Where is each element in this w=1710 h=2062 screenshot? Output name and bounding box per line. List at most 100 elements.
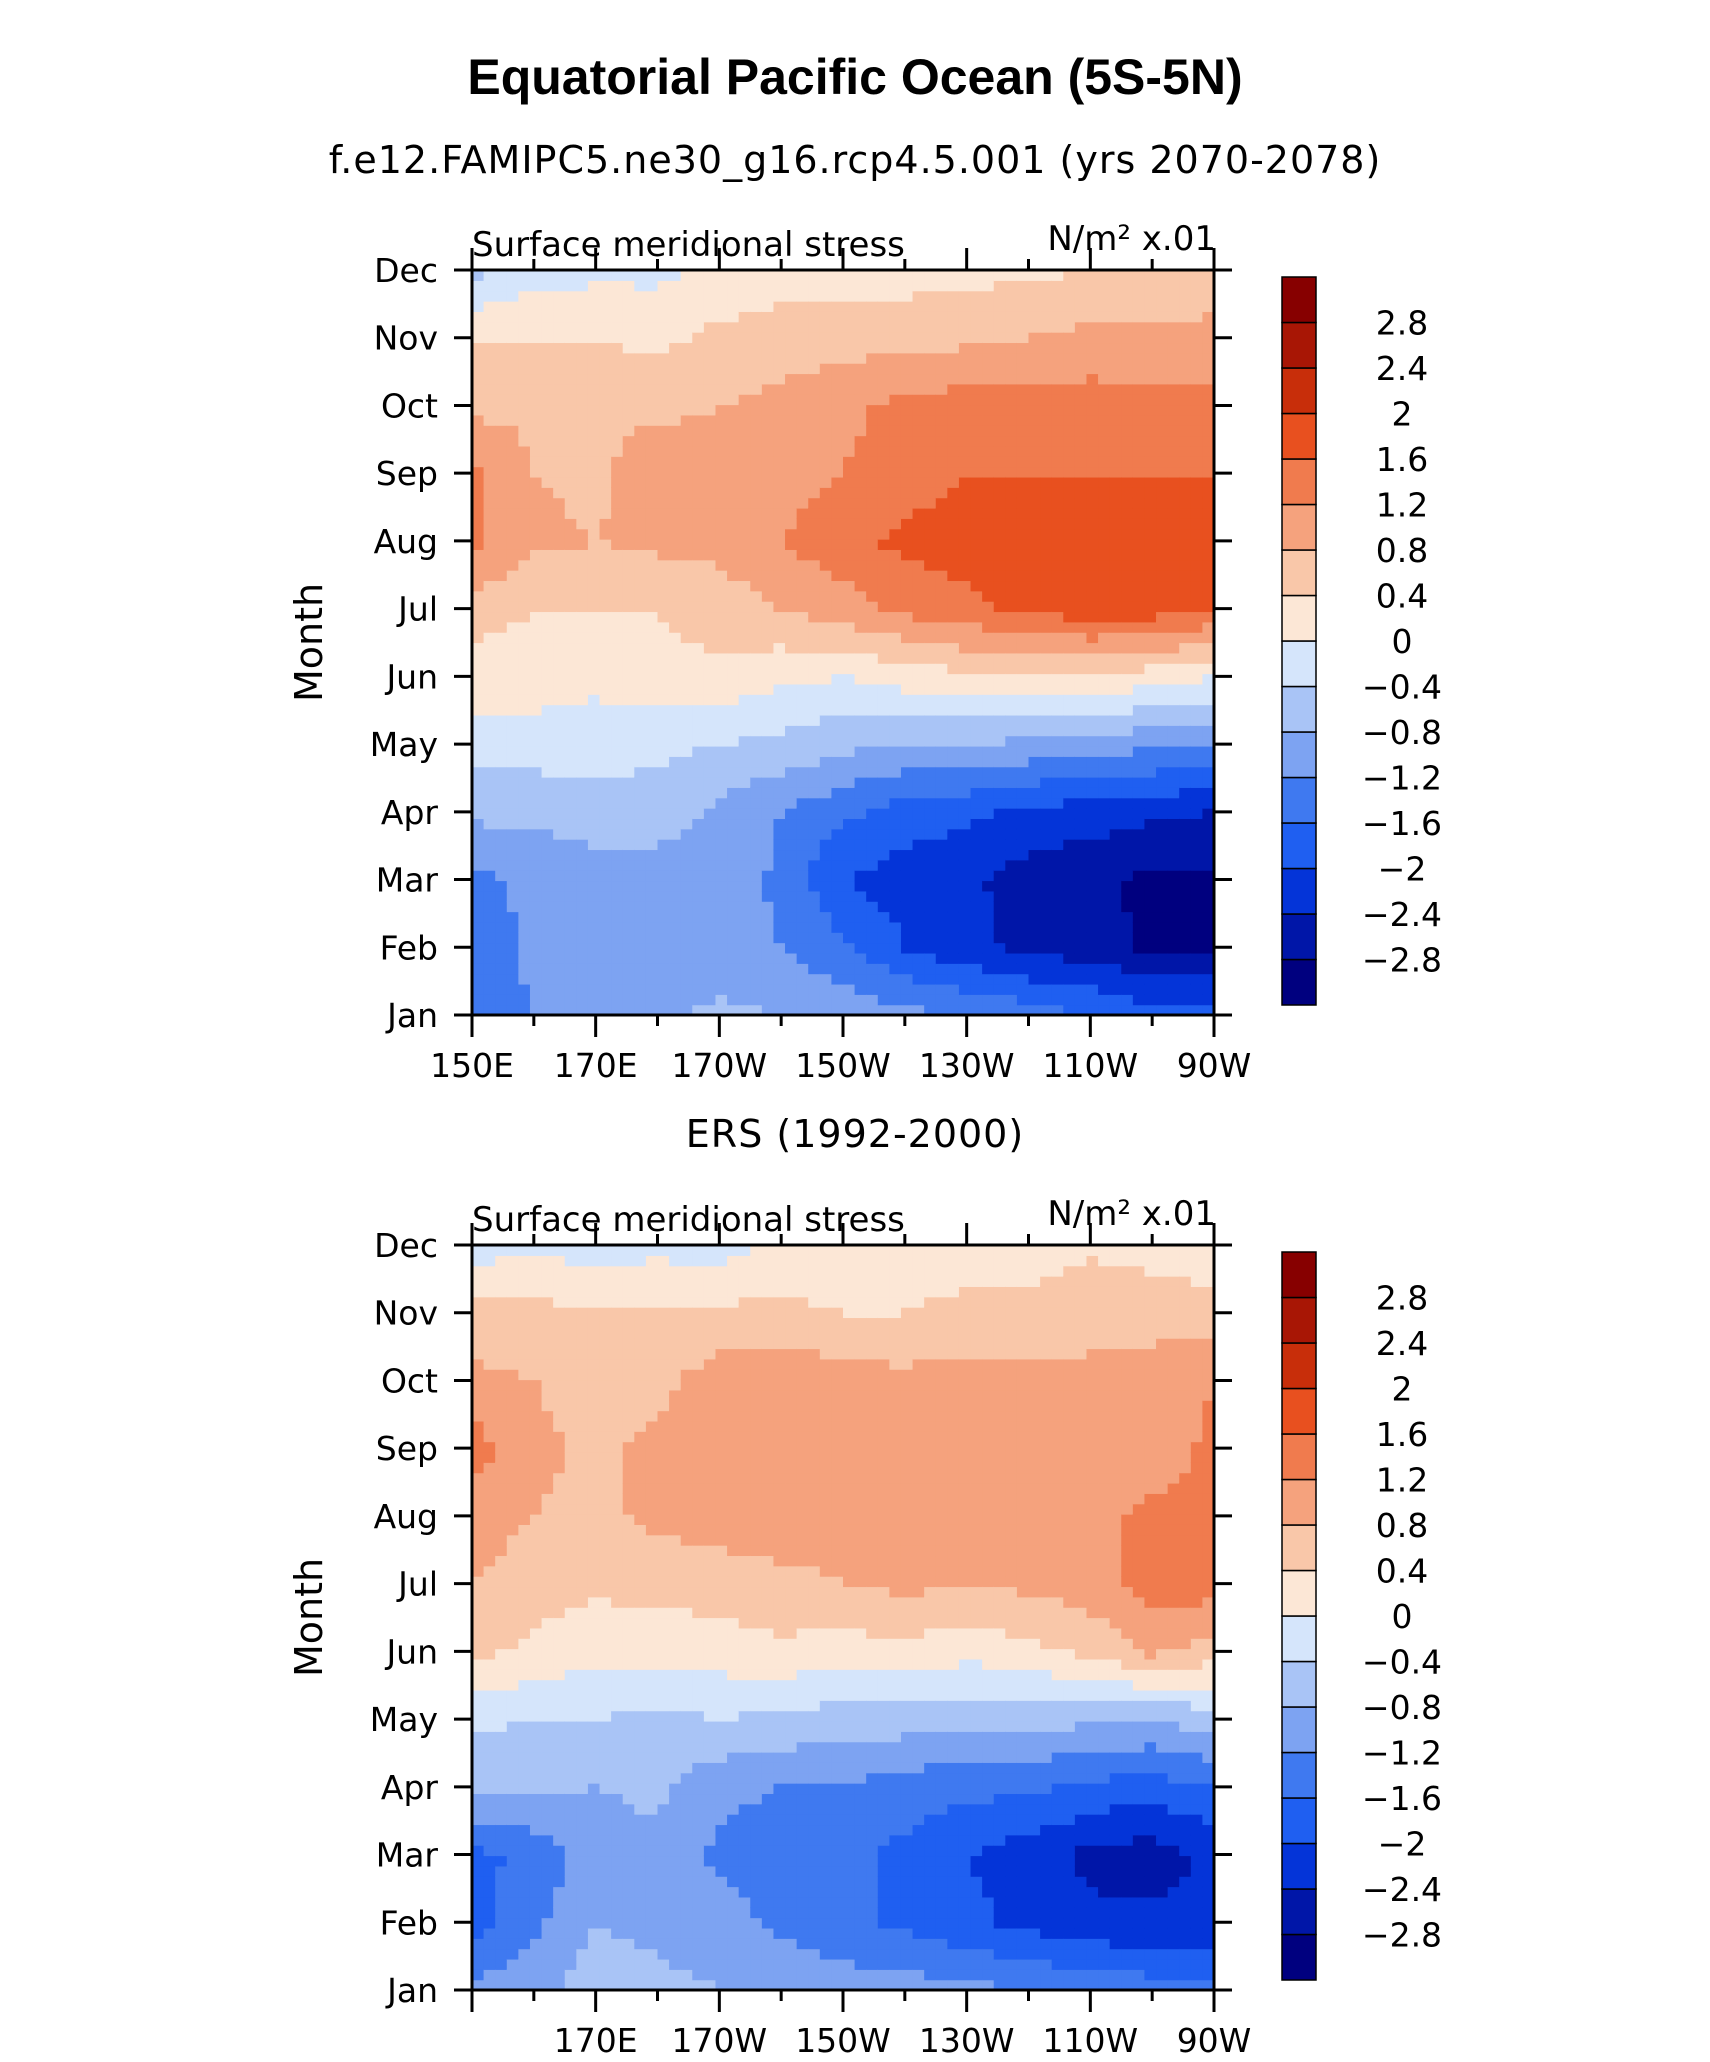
heatmap-cell: [587, 549, 601, 561]
heatmap-cell: [843, 901, 856, 913]
heatmap-cell: [564, 735, 577, 747]
heatmap-cell: [819, 952, 832, 964]
heatmap-cell: [657, 673, 670, 685]
heatmap-cell: [1179, 921, 1192, 933]
heatmap-cell: [808, 301, 821, 312]
heatmap-cell: [483, 1938, 496, 1950]
heatmap-cell: [541, 973, 554, 985]
heatmap-cell: [1098, 342, 1111, 354]
heatmap-cell: [912, 383, 925, 395]
heatmap-cell: [761, 642, 775, 654]
heatmap-cell: [587, 570, 601, 582]
heatmap-cell: [541, 818, 554, 830]
heatmap-cell: [587, 921, 601, 933]
heatmap-cell: [785, 983, 798, 995]
heatmap-cell: [599, 352, 612, 364]
heatmap-cell: [970, 714, 983, 726]
heatmap-cell: [472, 704, 485, 716]
heatmap-cell: [611, 373, 624, 385]
heatmap-cell: [483, 1617, 496, 1629]
heatmap-cell: [1156, 1004, 1169, 1016]
heatmap-cell: [1202, 383, 1215, 395]
heatmap-cell: [703, 797, 717, 809]
heatmap-cell: [924, 476, 937, 488]
heatmap-cell: [506, 1855, 519, 1867]
heatmap-cell: [518, 828, 531, 840]
heatmap-cell: [1028, 652, 1041, 664]
heatmap-cell: [703, 466, 717, 478]
heatmap-cell: [1156, 808, 1169, 820]
heatmap-cell: [796, 973, 809, 985]
heatmap-cell: [1098, 373, 1111, 385]
heatmap-cell: [819, 601, 832, 613]
heatmap-cell: [982, 932, 995, 944]
heatmap-cell: [1098, 870, 1111, 882]
heatmap-cell: [483, 808, 496, 820]
heatmap-cell: [1028, 528, 1041, 540]
heatmap-cell: [1109, 342, 1122, 354]
heatmap-cell: [703, 921, 717, 933]
heatmap-cell: [982, 787, 995, 799]
heatmap-cell: [877, 766, 890, 778]
heatmap-cell: [808, 756, 821, 768]
heatmap-cell: [1051, 994, 1064, 1006]
heatmap-cell: [472, 528, 485, 540]
heatmap-cell: [1005, 652, 1018, 664]
heatmap-cell: [808, 673, 821, 685]
heatmap-cell: [483, 1648, 496, 1660]
heatmap-cell: [483, 280, 496, 292]
heatmap-cell: [645, 601, 659, 613]
heatmap-cell: [645, 476, 659, 488]
colorbar-label: −2: [1378, 850, 1427, 889]
heatmap-cell: [518, 363, 531, 375]
heatmap-cell: [715, 642, 728, 654]
heatmap-cell: [611, 435, 624, 447]
heatmap-cell: [715, 663, 728, 675]
heatmap-cell: [1074, 694, 1088, 706]
heatmap-cell: [1074, 559, 1088, 571]
heatmap-cell: [738, 766, 751, 778]
heatmap-cell: [483, 342, 496, 354]
heatmap-cell: [541, 497, 554, 509]
heatmap-cell: [1167, 911, 1180, 923]
heatmap-cell: [1132, 311, 1146, 323]
heatmap-cell: [518, 601, 531, 613]
heatmap-cell: [1051, 849, 1064, 861]
heatmap-cell: [924, 394, 937, 406]
heatmap-cell: [1063, 280, 1076, 292]
heatmap-cell: [553, 435, 566, 447]
heatmap-cell: [1156, 849, 1169, 861]
heatmap-cell: [889, 445, 902, 457]
heatmap-cell: [900, 870, 914, 882]
heatmap-cell: [1121, 921, 1134, 933]
heatmap-cell: [472, 621, 485, 633]
heatmap-cell: [738, 270, 751, 281]
heatmap-cell: [599, 270, 612, 281]
heatmap-cell: [611, 497, 624, 509]
heatmap-cell: [1074, 518, 1088, 530]
heatmap-cell: [1156, 921, 1169, 933]
heatmap-cell: [1016, 859, 1030, 871]
heatmap-cell: [703, 414, 717, 426]
heatmap-cell: [819, 611, 832, 623]
heatmap-cell: [506, 601, 519, 613]
heatmap-cell: [553, 839, 566, 851]
heatmap-cell: [622, 942, 635, 954]
heatmap-cell: [703, 539, 717, 550]
heatmap-cell: [703, 777, 717, 788]
heatmap-cell: [715, 539, 728, 550]
heatmap-cell: [796, 342, 809, 354]
heatmap-cell: [924, 507, 937, 519]
heatmap-cell: [576, 435, 589, 447]
heatmap-cell: [785, 890, 798, 902]
heatmap-cell: [506, 1762, 519, 1774]
heatmap-cell: [738, 652, 751, 664]
heatmap-cell: [657, 559, 670, 571]
heatmap-cell: [553, 332, 566, 344]
heatmap-cell: [483, 1700, 496, 1712]
heatmap-cell: [576, 952, 589, 964]
heatmap-cell: [924, 290, 937, 302]
heatmap-cell: [819, 425, 832, 437]
heatmap-cell: [761, 983, 775, 995]
heatmap-cell: [785, 652, 798, 664]
